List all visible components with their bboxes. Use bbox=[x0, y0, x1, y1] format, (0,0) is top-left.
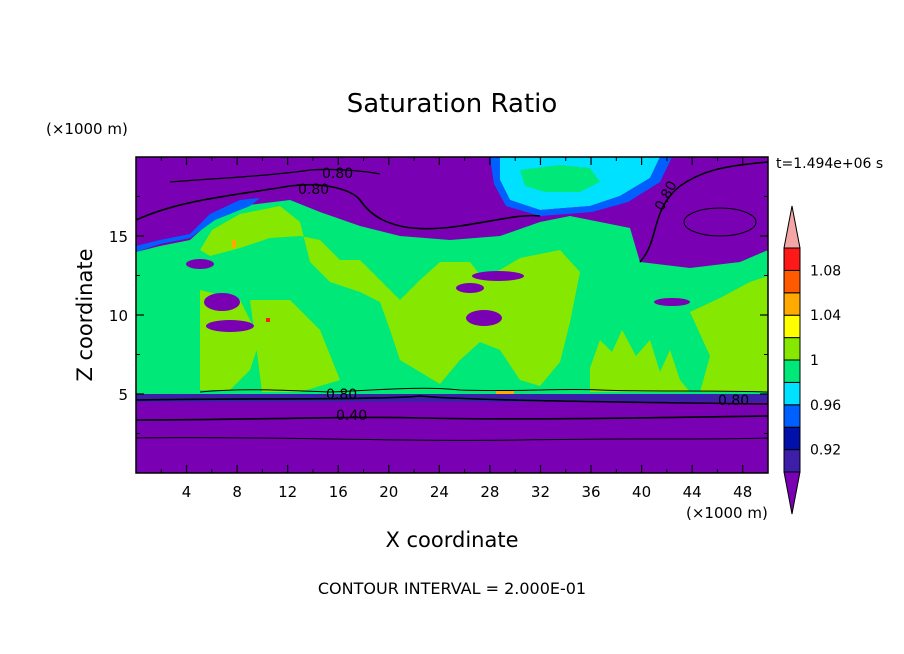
x-unit-label: (×1000 m) bbox=[686, 504, 768, 522]
y-tick-label: 10 bbox=[109, 307, 128, 325]
x-tick-label: 12 bbox=[278, 483, 297, 501]
x-tick-label: 8 bbox=[232, 483, 242, 501]
time-label: t=1.494e+06 s bbox=[776, 156, 883, 172]
y-tick-label: 5 bbox=[118, 386, 128, 404]
cloud-edge-blue bbox=[136, 198, 260, 252]
dry-pocket-4 bbox=[472, 271, 524, 281]
y-unit-label: (×1000 m) bbox=[46, 120, 128, 138]
plot-area bbox=[136, 157, 768, 473]
x-tick-label: 40 bbox=[632, 483, 651, 501]
colorbar-box bbox=[783, 269, 801, 294]
cloud-core-right bbox=[690, 276, 768, 392]
contour-line-thin-1 bbox=[136, 437, 768, 441]
contour-label-top2: 0.80 bbox=[298, 182, 329, 198]
contour-line-080-lower bbox=[136, 395, 768, 405]
colorbar: 0.92 0.96 1 1.04 1.08 bbox=[783, 205, 841, 515]
colorbar-box bbox=[783, 314, 801, 339]
warm-spot-1 bbox=[496, 391, 514, 394]
x-tick-label: 4 bbox=[182, 483, 192, 501]
contour-label-lower-right: 0.80 bbox=[718, 393, 749, 409]
warm-spot-2 bbox=[232, 240, 236, 248]
warm-spot-3 bbox=[266, 318, 270, 322]
dry-pocket-2 bbox=[206, 320, 254, 332]
contour-loop bbox=[683, 207, 757, 237]
cloud-core-mid bbox=[250, 300, 340, 392]
dry-pocket-5 bbox=[466, 310, 502, 326]
x-tick-label: 32 bbox=[531, 483, 550, 501]
colorbar-box bbox=[783, 381, 801, 406]
contour-label-040: 0.40 bbox=[336, 408, 367, 424]
y-axis-label: Z coordinate bbox=[73, 248, 97, 381]
contour-line-upper-right bbox=[639, 161, 768, 263]
contour-line-040 bbox=[136, 415, 768, 421]
colorbar-box bbox=[783, 359, 801, 383]
colorbar-box bbox=[783, 404, 801, 428]
cloud-core-streaks bbox=[590, 330, 690, 392]
x-tick-label: 28 bbox=[480, 483, 499, 501]
colorbar-box bbox=[783, 292, 801, 316]
dry-pocket-7 bbox=[654, 298, 690, 306]
colorbar-label: 1.04 bbox=[810, 308, 841, 324]
colorbar-box bbox=[783, 426, 801, 451]
colorbar-label: 0.96 bbox=[810, 398, 841, 414]
colorbar-box bbox=[783, 247, 801, 271]
colorbar-box bbox=[783, 337, 801, 361]
contour-interval-footer: CONTOUR INTERVAL = 2.000E-01 bbox=[318, 579, 586, 598]
x-axis-ticks: 4 8 12 16 20 24 28 32 36 40 44 48 bbox=[160, 157, 752, 501]
x-tick-label: 24 bbox=[430, 483, 449, 501]
upper-blue-edge bbox=[490, 157, 672, 216]
y-tick-label: 15 bbox=[109, 228, 128, 246]
x-tick-label: 16 bbox=[329, 483, 348, 501]
x-tick-label: 44 bbox=[683, 483, 702, 501]
dry-pocket-3 bbox=[186, 259, 214, 269]
contour-label-top: 0.80 bbox=[322, 166, 353, 182]
y-axis-ticks: 5 10 15 bbox=[109, 196, 768, 434]
contour-line-upper-top bbox=[169, 168, 381, 183]
colorbar-box bbox=[783, 449, 801, 473]
x-tick-label: 36 bbox=[581, 483, 600, 501]
contour-line-upper-left bbox=[136, 183, 541, 230]
colorbar-label: 0.92 bbox=[810, 443, 841, 459]
chart-title: Saturation Ratio bbox=[347, 89, 558, 119]
dry-pocket-1 bbox=[204, 293, 240, 311]
dry-pocket-6 bbox=[456, 283, 484, 293]
colorbar-over-triangle bbox=[783, 205, 801, 249]
upper-green-patch bbox=[520, 165, 600, 192]
x-tick-label: 48 bbox=[733, 483, 752, 501]
colorbar-label: 1 bbox=[810, 353, 819, 369]
x-axis-label: X coordinate bbox=[385, 528, 518, 552]
colorbar-label: 1.08 bbox=[810, 263, 841, 279]
colorbar-under-triangle bbox=[783, 471, 801, 515]
contour-label-lower-left: 0.80 bbox=[326, 387, 357, 403]
lower-layer-band bbox=[136, 400, 768, 473]
contour-line-cloud-base bbox=[199, 387, 768, 393]
cloud-core-left bbox=[200, 206, 580, 390]
x-tick-label: 20 bbox=[379, 483, 398, 501]
